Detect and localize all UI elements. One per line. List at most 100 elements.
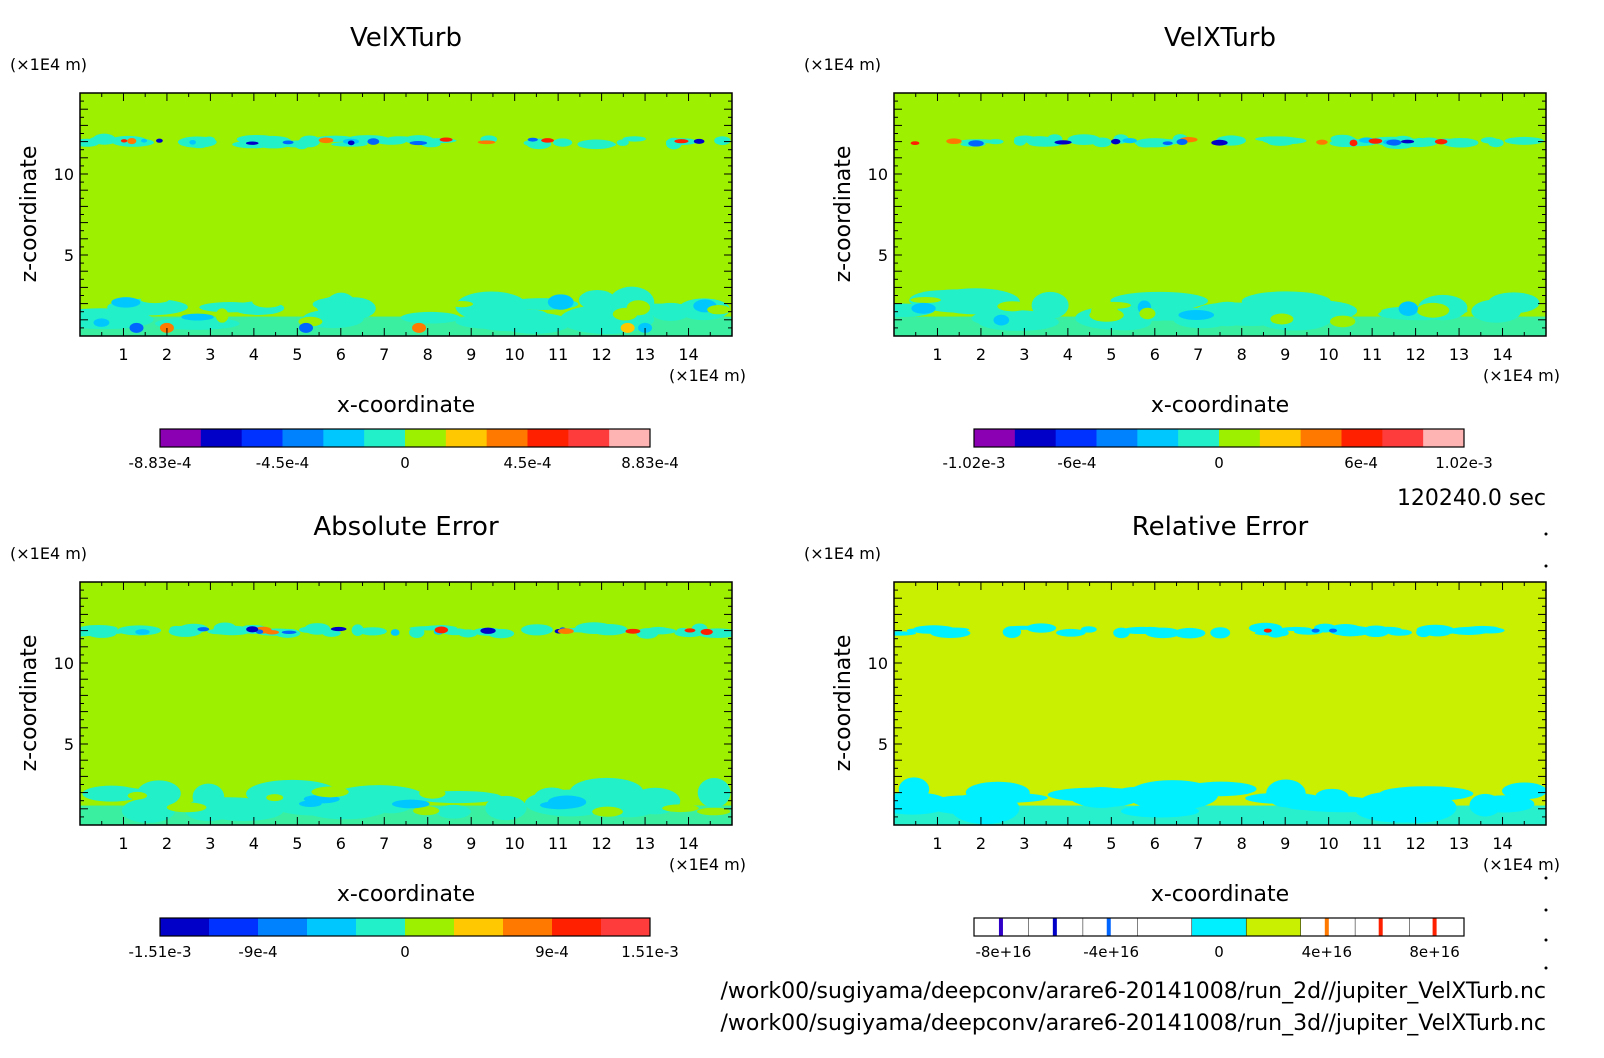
x-tick-label: 4 — [1063, 345, 1073, 364]
turbulence-blob — [386, 297, 413, 308]
turbulence-blob — [569, 777, 644, 806]
file-path-2d: /work00/sugiyama/deepconv/arare6-2014100… — [720, 979, 1546, 1004]
y-tick-label: 5 — [878, 735, 888, 754]
turbulence-blob — [1176, 138, 1188, 145]
turbulence-blob — [616, 139, 629, 146]
turbulence-blob — [1089, 308, 1124, 322]
turbulence-blob — [987, 139, 1004, 145]
turbulence-blob — [577, 139, 615, 150]
turbulence-blob — [166, 802, 207, 813]
turbulence-blob — [919, 289, 990, 313]
turbulence-blob — [413, 806, 440, 816]
turbulence-blob — [480, 627, 496, 634]
turbulence-blob — [189, 140, 196, 145]
turbulence-blob — [255, 629, 264, 634]
colorbar-swatch — [1096, 429, 1138, 447]
x-tick-label: 1 — [118, 345, 128, 364]
heatmap-field — [80, 582, 732, 825]
x-tick-label: 5 — [1106, 834, 1116, 853]
colorbar-tick-label: 9e-4 — [535, 943, 569, 961]
turbulence-blob — [140, 296, 169, 304]
turbulence-blob — [1488, 292, 1540, 314]
colorbar-swatch — [1137, 429, 1179, 447]
panel-title: Absolute Error — [313, 512, 499, 542]
turbulence-blob — [299, 322, 314, 333]
turbulence-blob — [1266, 779, 1306, 808]
colorbar-marker — [1378, 918, 1383, 936]
heatmap-field — [894, 582, 1546, 825]
colorbar-swatch — [282, 429, 324, 447]
turbulence-blob — [1111, 138, 1121, 145]
heatmap-field — [80, 93, 732, 336]
colorbar: -8.83e-4 -4.5e-4 0 4.5e-4 8.83e-4 — [129, 428, 679, 472]
turbulence-blob — [1123, 626, 1161, 633]
colorbar: -1.02e-3 -6e-4 0 6e-4 1.02e-3 — [943, 428, 1493, 472]
x-tick-label: 7 — [379, 834, 389, 853]
turbulence-blob — [93, 318, 110, 327]
turbulence-blob — [391, 799, 430, 809]
turbulence-blob — [578, 290, 616, 310]
colorbar-swatch — [200, 429, 243, 447]
turbulence-blob — [266, 794, 284, 802]
x-tick-label: 3 — [205, 834, 215, 853]
colorbar-marker — [1432, 918, 1437, 936]
turbulence-blob — [541, 138, 554, 143]
turbulence-blob — [1262, 137, 1307, 145]
turbulence-blob — [477, 140, 496, 145]
colorbar-swatch — [1423, 429, 1465, 447]
x-tick-label: 6 — [1150, 345, 1160, 364]
turbulence-blob — [169, 625, 183, 633]
x-tick-label: 6 — [336, 834, 346, 853]
colorbar-tick-label: 6e-4 — [1344, 454, 1378, 472]
x-tick-label: 2 — [976, 834, 986, 853]
turbulence-blob — [141, 138, 148, 143]
turbulence-blob — [281, 630, 297, 634]
turbulence-blob — [1080, 626, 1097, 633]
colorbar-swatch — [552, 918, 602, 936]
turbulence-blob — [106, 629, 125, 634]
y-tick-label: 10 — [868, 654, 888, 673]
turbulence-blob — [707, 305, 731, 315]
colorbar-swatch — [1178, 429, 1220, 447]
x-tick-label: 14 — [1492, 834, 1512, 853]
colorbar-swatch — [209, 918, 259, 936]
y-axis-label: z-coordinate — [17, 146, 42, 283]
colorbar-tick-label: 0 — [400, 943, 410, 961]
x-tick-label: 12 — [591, 345, 611, 364]
turbulence-blob — [434, 626, 449, 634]
turbulence-blob — [898, 777, 930, 801]
x-unit-label: (×1E4 m) — [669, 855, 746, 874]
colorbar-marker — [998, 918, 1003, 936]
turbulence-blob — [412, 322, 427, 333]
x-tick-label: 13 — [1449, 345, 1469, 364]
x-tick-label: 14 — [1492, 345, 1512, 364]
colorbar-swatch — [1259, 429, 1302, 447]
colorbar-tick-label: -1.02e-3 — [943, 454, 1006, 472]
x-tick-label: 13 — [635, 345, 655, 364]
x-tick-label: 9 — [466, 345, 476, 364]
turbulence-blob — [1434, 139, 1448, 145]
x-tick-label: 11 — [548, 834, 568, 853]
turbulence-blob — [120, 139, 128, 143]
x-tick-label: 4 — [249, 345, 259, 364]
colorbar-swatch — [1341, 429, 1383, 447]
colorbar-swatch — [1382, 429, 1424, 447]
turbulence-blob — [282, 140, 294, 145]
panel-velxturb-2d: VelXTurb (×1E4 m) 1 2 3 4 5 6 7 8 9 10 11 12 13 14510… — [10, 23, 746, 472]
x-tick-label: 1 — [932, 834, 942, 853]
panel-title: VelXTurb — [1164, 23, 1276, 53]
colorbar-swatch — [241, 429, 283, 447]
colorbar-tick-label: 1.02e-3 — [1435, 454, 1493, 472]
turbulence-blob — [674, 139, 689, 144]
x-tick-label: 10 — [504, 834, 524, 853]
turbulence-blob — [1008, 625, 1038, 630]
turbulence-blob — [575, 622, 613, 634]
x-unit-label: (×1E4 m) — [669, 366, 746, 385]
heatmap-field — [894, 93, 1546, 336]
turbulence-blob — [311, 786, 349, 798]
turbulence-blob — [127, 791, 148, 800]
colorbar-frame — [159, 917, 651, 937]
